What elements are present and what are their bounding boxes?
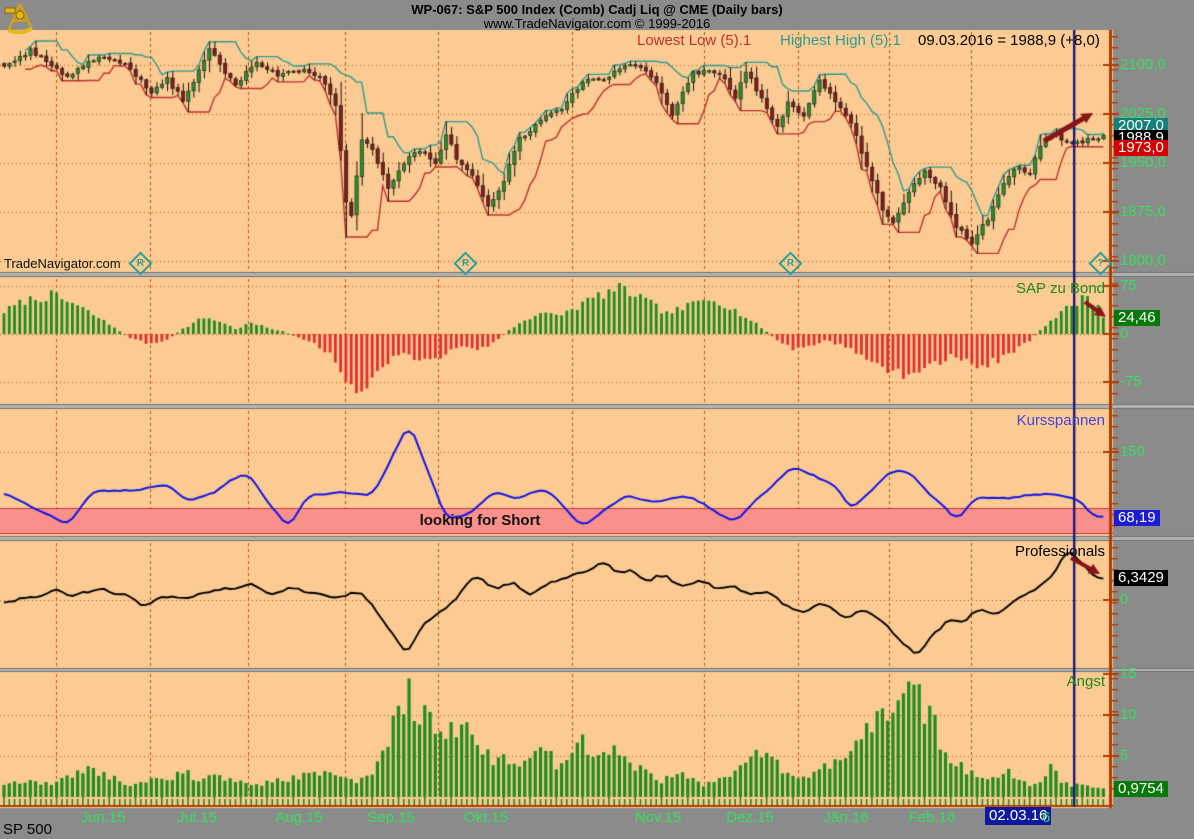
highlighted-date-box[interactable]: 02.03.16 xyxy=(985,807,1052,825)
